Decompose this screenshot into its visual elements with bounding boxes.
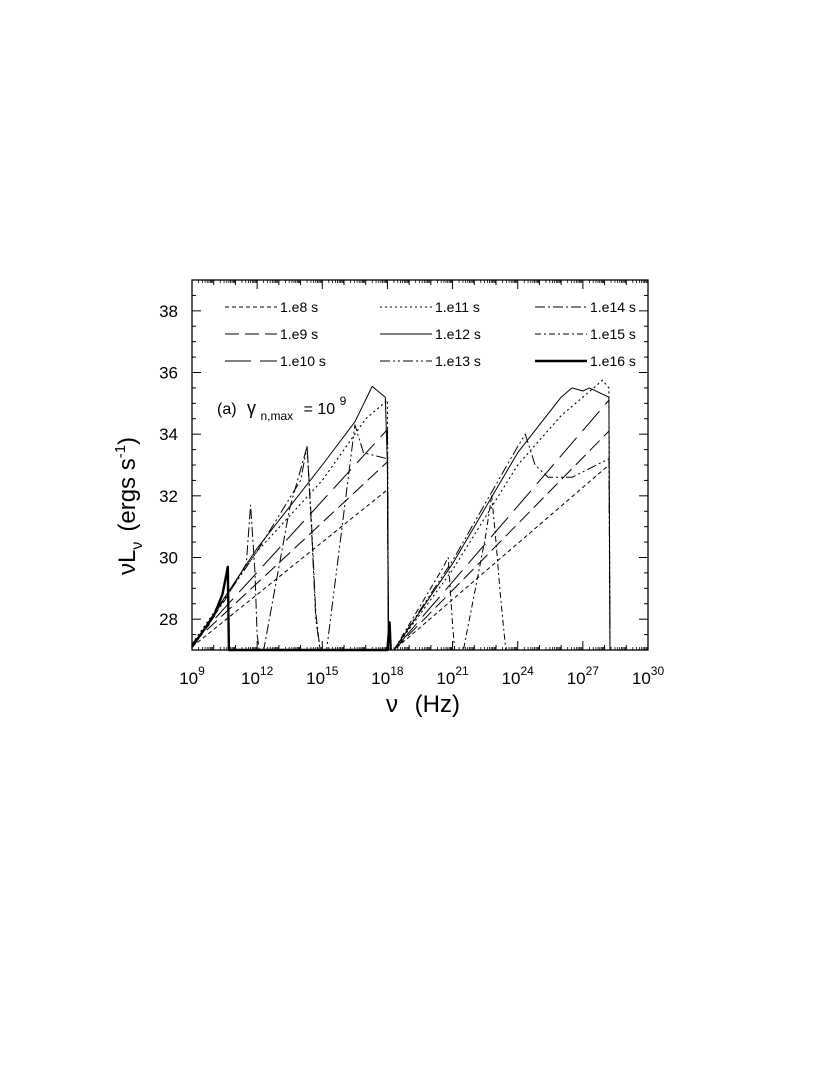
plot-frame: [191, 279, 649, 651]
series-line-6: [191, 424, 611, 651]
x-axis-label: ν (Hz): [386, 691, 460, 718]
x-tick-label: 1015: [306, 664, 339, 688]
axis-ticks: [191, 279, 649, 651]
series-line-7: [191, 446, 321, 651]
gamma-annotation: (a) γ n,max = 10 9: [217, 394, 347, 424]
y-tick-label: 28: [159, 610, 178, 629]
y-axis-exp: -1: [112, 445, 129, 458]
annotation-exponent: 9: [340, 394, 347, 408]
annotation-subscript: n,max: [260, 409, 293, 423]
legend-label-8: 1.e15 s: [590, 326, 636, 342]
y-axis-label: νLν (ergs s-1): [112, 437, 146, 575]
y-tick-label: 36: [159, 364, 178, 383]
legend-label-2: 1.e9 s: [280, 326, 318, 342]
annotation-prefix: (a): [217, 401, 237, 418]
legend-label-4: 1.e11 s: [435, 299, 480, 315]
legend-label-5: 1.e12 s: [435, 326, 481, 342]
series-line-2: [191, 430, 610, 651]
annotation-rhs: = 10: [304, 401, 336, 418]
x-tick-label: 1027: [567, 664, 600, 688]
x-axis-symbol: ν: [386, 691, 398, 718]
series-line-3: [191, 399, 610, 651]
y-axis-text: (ergs s: [114, 458, 141, 531]
y-axis-close: ): [114, 437, 141, 445]
series-line-9: [191, 565, 392, 652]
x-axis-text: (Hz): [415, 691, 460, 718]
y-axis-L: L: [114, 550, 141, 563]
x-tick-label: 1018: [371, 664, 404, 688]
y-tick-label: 34: [159, 425, 178, 444]
x-tick-label: 1021: [436, 664, 469, 688]
series-line-1: [191, 464, 610, 651]
x-tick-label: 1012: [241, 664, 274, 688]
legend-label-3: 1.e10 s: [280, 353, 326, 369]
y-tick-label: 38: [159, 302, 178, 321]
x-tick-label: 109: [179, 664, 205, 688]
annotation-symbol: γ: [247, 398, 256, 418]
series-line-4: [191, 379, 611, 651]
x-tick-label: 1030: [632, 664, 665, 688]
y-tick-label: 30: [159, 549, 178, 568]
y-tick-label: 32: [159, 487, 178, 506]
legend-label-1: 1.e8 s: [280, 299, 318, 315]
tick-labels: 109 1012 1015 1018 1021 1024 1027 1030 28 30 32 34 3…: [159, 302, 664, 688]
legend-label-9: 1.e16 s: [590, 353, 636, 369]
legend: 1.e8 s 1.e9 s 1.e10 s 1.e11 s 1.e12 s 1.e13 s…: [225, 299, 636, 369]
x-tick-label: 1024: [502, 664, 535, 688]
series-group: [191, 379, 611, 652]
y-axis-symbol: ν: [114, 563, 141, 575]
y-axis-sub: ν: [129, 542, 146, 550]
legend-label-7: 1.e14 s: [590, 299, 636, 315]
legend-label-6: 1.e13 s: [435, 353, 481, 369]
series-line-8: [393, 495, 507, 651]
